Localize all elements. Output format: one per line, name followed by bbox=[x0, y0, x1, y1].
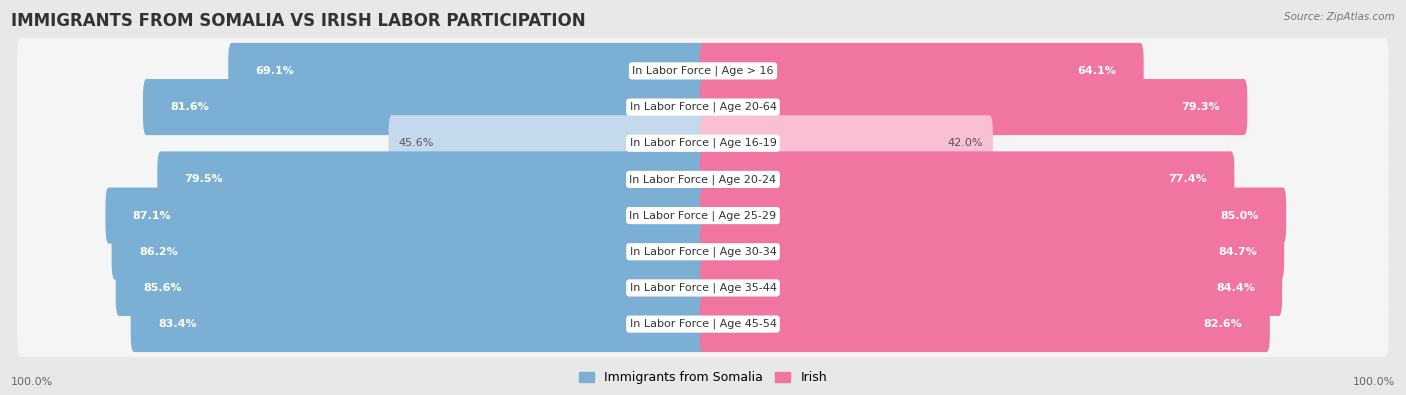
Text: 85.6%: 85.6% bbox=[143, 283, 181, 293]
FancyBboxPatch shape bbox=[143, 79, 706, 135]
Text: 84.4%: 84.4% bbox=[1216, 283, 1254, 293]
Text: 86.2%: 86.2% bbox=[139, 247, 177, 257]
Text: 100.0%: 100.0% bbox=[1353, 377, 1395, 387]
Text: In Labor Force | Age 35-44: In Labor Force | Age 35-44 bbox=[630, 283, 776, 293]
Text: IMMIGRANTS FROM SOMALIA VS IRISH LABOR PARTICIPATION: IMMIGRANTS FROM SOMALIA VS IRISH LABOR P… bbox=[11, 12, 586, 30]
FancyBboxPatch shape bbox=[157, 151, 706, 207]
Text: 84.7%: 84.7% bbox=[1218, 247, 1257, 257]
FancyBboxPatch shape bbox=[228, 43, 706, 99]
Text: In Labor Force | Age 45-54: In Labor Force | Age 45-54 bbox=[630, 319, 776, 329]
Text: 69.1%: 69.1% bbox=[256, 66, 294, 76]
Text: In Labor Force | Age 30-34: In Labor Force | Age 30-34 bbox=[630, 246, 776, 257]
FancyBboxPatch shape bbox=[105, 188, 706, 244]
Text: In Labor Force | Age 25-29: In Labor Force | Age 25-29 bbox=[630, 210, 776, 221]
FancyBboxPatch shape bbox=[115, 260, 706, 316]
FancyBboxPatch shape bbox=[700, 224, 1284, 280]
Text: 79.3%: 79.3% bbox=[1181, 102, 1220, 112]
FancyBboxPatch shape bbox=[111, 224, 706, 280]
Text: 85.0%: 85.0% bbox=[1220, 211, 1258, 220]
Text: In Labor Force | Age 20-24: In Labor Force | Age 20-24 bbox=[630, 174, 776, 185]
Text: Source: ZipAtlas.com: Source: ZipAtlas.com bbox=[1284, 12, 1395, 22]
Text: 42.0%: 42.0% bbox=[948, 138, 983, 148]
Text: 45.6%: 45.6% bbox=[399, 138, 434, 148]
Text: 81.6%: 81.6% bbox=[170, 102, 209, 112]
Text: In Labor Force | Age 16-19: In Labor Force | Age 16-19 bbox=[630, 138, 776, 149]
FancyBboxPatch shape bbox=[700, 151, 1234, 207]
FancyBboxPatch shape bbox=[700, 260, 1282, 316]
FancyBboxPatch shape bbox=[17, 291, 1389, 357]
Text: 100.0%: 100.0% bbox=[11, 377, 53, 387]
Text: In Labor Force | Age 20-64: In Labor Force | Age 20-64 bbox=[630, 102, 776, 112]
FancyBboxPatch shape bbox=[131, 296, 706, 352]
FancyBboxPatch shape bbox=[700, 79, 1247, 135]
Text: 83.4%: 83.4% bbox=[157, 319, 197, 329]
Text: 79.5%: 79.5% bbox=[184, 175, 224, 184]
Text: 82.6%: 82.6% bbox=[1204, 319, 1243, 329]
Text: In Labor Force | Age > 16: In Labor Force | Age > 16 bbox=[633, 66, 773, 76]
Text: 77.4%: 77.4% bbox=[1168, 175, 1208, 184]
FancyBboxPatch shape bbox=[17, 74, 1389, 140]
FancyBboxPatch shape bbox=[17, 219, 1389, 285]
FancyBboxPatch shape bbox=[17, 255, 1389, 321]
FancyBboxPatch shape bbox=[17, 38, 1389, 104]
FancyBboxPatch shape bbox=[388, 115, 706, 171]
FancyBboxPatch shape bbox=[17, 110, 1389, 176]
FancyBboxPatch shape bbox=[17, 147, 1389, 213]
Legend: Immigrants from Somalia, Irish: Immigrants from Somalia, Irish bbox=[574, 367, 832, 389]
Text: 87.1%: 87.1% bbox=[132, 211, 172, 220]
FancyBboxPatch shape bbox=[700, 296, 1270, 352]
FancyBboxPatch shape bbox=[700, 115, 993, 171]
FancyBboxPatch shape bbox=[700, 43, 1143, 99]
FancyBboxPatch shape bbox=[700, 188, 1286, 244]
Text: 64.1%: 64.1% bbox=[1077, 66, 1116, 76]
FancyBboxPatch shape bbox=[17, 182, 1389, 248]
